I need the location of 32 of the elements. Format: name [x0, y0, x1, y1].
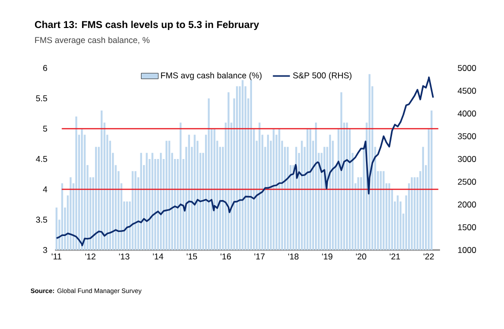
x-tick-label: '22: [424, 254, 434, 260]
x-tick-label: '11: [52, 254, 62, 260]
x-tick-label: '21: [390, 254, 400, 260]
chart-subtitle: FMS average cash balance, %: [35, 36, 150, 45]
legend-label: S&P 500 (RHS): [293, 72, 352, 80]
y2-tick-label: 5000: [458, 65, 476, 71]
y-tick-label: 5: [43, 126, 48, 132]
y2-tick-label: 4000: [458, 110, 476, 116]
y-tick-label: 3.5: [36, 216, 48, 223]
x-tick-label: '17: [254, 254, 265, 260]
y2-tick-label: 4500: [458, 88, 476, 94]
x-tick-label: '18: [288, 254, 299, 260]
y-tick-label: 4.5: [36, 156, 48, 162]
y2-tick-label: 2000: [458, 202, 476, 208]
y-tick-label: 4: [42, 186, 48, 192]
x-tick-label: '12: [85, 254, 96, 260]
x-tick-label: '14: [152, 254, 164, 260]
chart-title: Chart 13: FMS cash levels up to 5.3 in February: [34, 20, 260, 30]
y2-tick-label: 2500: [458, 178, 476, 185]
x-tick-label: '19: [322, 254, 332, 260]
x-tick-label: '20: [356, 254, 366, 260]
x-tick-label: '15: [186, 254, 198, 260]
x-tick-label: '16: [220, 254, 231, 260]
y2-tick-label: 1500: [458, 224, 476, 230]
y-tick-label: 3: [43, 247, 48, 253]
x-tick-label: '13: [119, 254, 130, 260]
y2-tick-label: 3500: [458, 133, 476, 140]
y-tick-label: 6: [43, 65, 48, 71]
y2-tick-label: 1000: [458, 247, 476, 253]
legend-label: FMS avg cash balance (%): [161, 72, 262, 80]
y-tick-label: 5.5: [36, 95, 48, 102]
y2-tick-label: 3000: [458, 156, 476, 162]
